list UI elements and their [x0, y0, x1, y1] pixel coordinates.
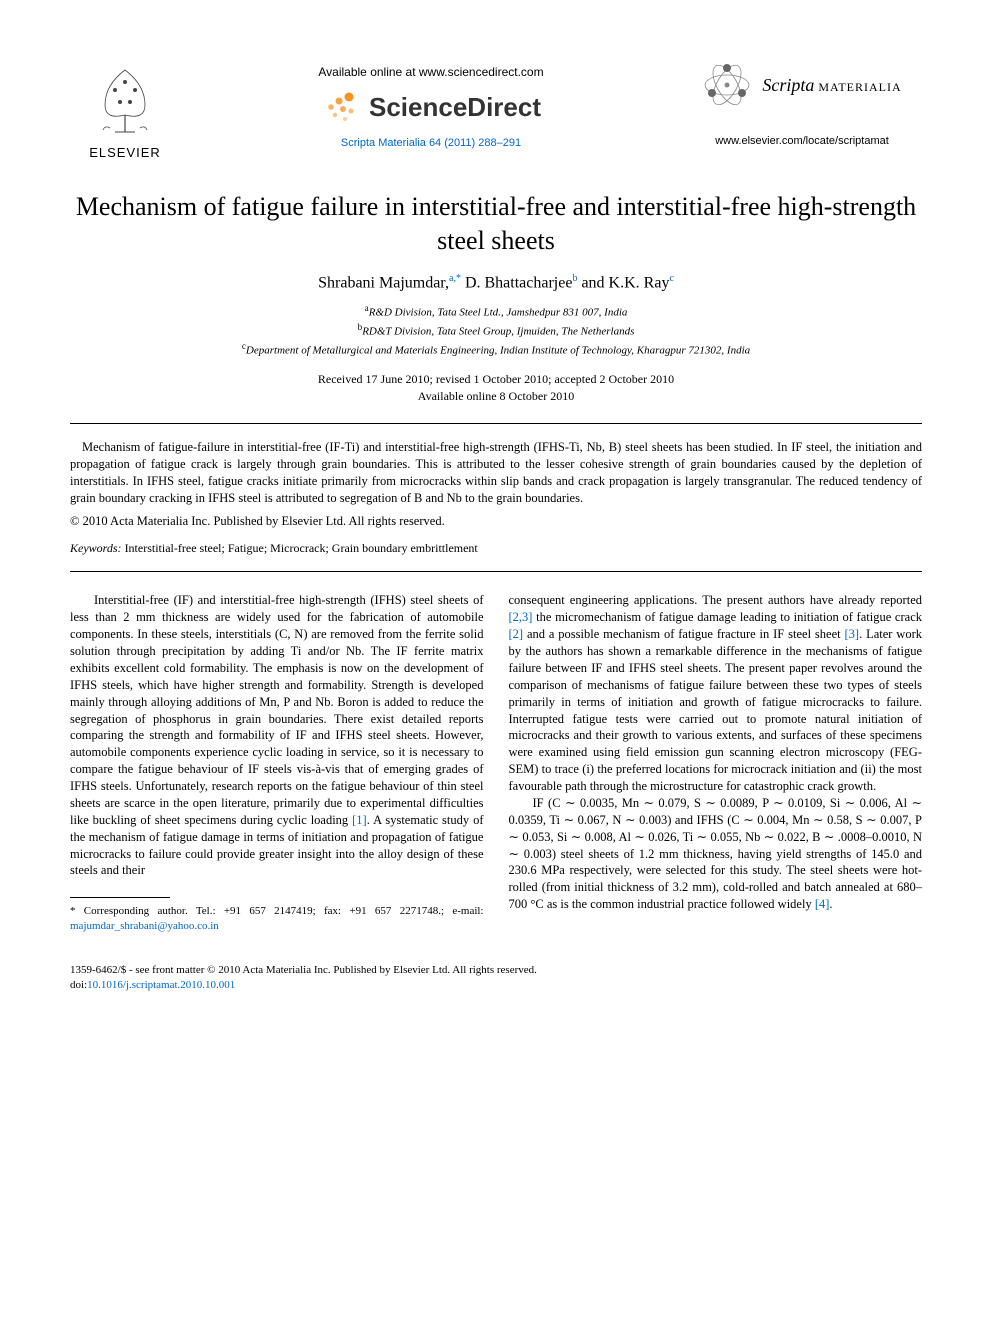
col2-p1d: . Later work by the authors has shown a … — [509, 627, 923, 793]
abstract-text: Mechanism of fatigue-failure in intersti… — [70, 439, 922, 507]
journal-logo-row: Scripta MATERIALIA — [682, 60, 922, 110]
divider-bottom — [70, 571, 922, 572]
author-1: Shrabani Majumdar, — [318, 274, 449, 291]
affiliations: aR&D Division, Tata Steel Ltd., Jamshedp… — [70, 302, 922, 359]
journal-url: www.elsevier.com/locate/scriptamat — [682, 135, 922, 147]
ref-23[interactable]: [2,3] — [509, 610, 533, 624]
abstract: Mechanism of fatigue-failure in intersti… — [70, 439, 922, 507]
journal-name-caps: MATERIALIA — [814, 80, 901, 94]
author-2: D. Bhattacharjee — [465, 274, 573, 291]
ref-1[interactable]: [1] — [352, 813, 367, 827]
keywords-label: Keywords: — [70, 541, 122, 555]
col1-p1a: Interstitial-free (IF) and interstitial-… — [70, 593, 484, 826]
dates-online: Available online 8 October 2010 — [70, 388, 922, 405]
elsevier-logo-block: ELSEVIER — [70, 60, 180, 160]
journal-network-icon — [702, 60, 752, 110]
col2-para2: IF (C ∼ 0.0035, Mn ∼ 0.079, S ∼ 0.0089, … — [509, 795, 923, 913]
col2-p1c: and a possible mechanism of fatigue frac… — [523, 627, 844, 641]
keywords-text: Interstitial-free steel; Fatigue; Microc… — [122, 541, 478, 555]
col2-p1b: the micromechanism of fatigue damage lea… — [532, 610, 922, 624]
dates-block: Received 17 June 2010; revised 1 October… — [70, 371, 922, 405]
col2-p2b: . — [829, 897, 832, 911]
elsevier-label: ELSEVIER — [70, 145, 180, 160]
footer-doi-line: doi:10.1016/j.scriptamat.2010.10.001 — [70, 978, 922, 993]
col2-p2a: IF (C ∼ 0.0035, Mn ∼ 0.079, S ∼ 0.0089, … — [509, 796, 923, 911]
journal-name: Scripta MATERIALIA — [762, 75, 901, 96]
article-title: Mechanism of fatigue failure in intersti… — [70, 190, 922, 258]
affiliation-b-text: RD&T Division, Tata Steel Group, Ijmuide… — [362, 326, 634, 338]
authors-line: Shrabani Majumdar,a,* D. Bhattacharjeeb … — [70, 273, 922, 292]
col2-para1: consequent engineering applications. The… — [509, 592, 923, 795]
divider-top — [70, 423, 922, 424]
sciencedirect-icon — [321, 87, 361, 127]
author-1-corresponding[interactable]: * — [456, 273, 461, 284]
doi-label: doi: — [70, 979, 87, 991]
column-right: consequent engineering applications. The… — [509, 592, 923, 932]
body-columns: Interstitial-free (IF) and interstitial-… — [70, 592, 922, 932]
corresponding-footnote: * Corresponding author. Tel.: +91 657 21… — [70, 904, 484, 933]
affiliation-b: bRD&T Division, Tata Steel Group, Ijmuid… — [70, 321, 922, 340]
header-row: ELSEVIER Available online at www.science… — [70, 60, 922, 160]
author-2-affil[interactable]: b — [572, 273, 577, 284]
footnote-text: Corresponding author. Tel.: +91 657 2147… — [76, 905, 484, 917]
ref-3[interactable]: [3] — [844, 627, 859, 641]
elsevier-tree-icon — [85, 60, 165, 140]
copyright-line: © 2010 Acta Materialia Inc. Published by… — [70, 514, 922, 529]
affiliation-a-text: R&D Division, Tata Steel Ltd., Jamshedpu… — [369, 307, 628, 319]
footer-copyright: 1359-6462/$ - see front matter © 2010 Ac… — [70, 963, 922, 978]
footnote-email[interactable]: majumdar_shrabani@yahoo.co.in — [70, 920, 219, 932]
citation-link[interactable]: Scripta Materialia 64 (2011) 288–291 — [180, 137, 682, 149]
ref-4[interactable]: [4] — [815, 897, 830, 911]
footnote-separator — [70, 897, 170, 898]
col2-p1a: consequent engineering applications. The… — [509, 593, 923, 607]
affiliation-c-text: Department of Metallurgical and Material… — [246, 345, 750, 357]
journal-block: Scripta MATERIALIA www.elsevier.com/loca… — [682, 60, 922, 147]
header-center: Available online at www.sciencedirect.co… — [180, 60, 682, 149]
col1-para1: Interstitial-free (IF) and interstitial-… — [70, 592, 484, 879]
sciencedirect-text: ScienceDirect — [369, 92, 541, 123]
footer: 1359-6462/$ - see front matter © 2010 Ac… — [70, 963, 922, 994]
affiliation-c: cDepartment of Metallurgical and Materia… — [70, 340, 922, 359]
author-3-affil[interactable]: c — [669, 273, 673, 284]
available-online-text: Available online at www.sciencedirect.co… — [180, 65, 682, 79]
keywords-line: Keywords: Interstitial-free steel; Fatig… — [70, 541, 922, 556]
author-3: and K.K. Ray — [581, 274, 669, 291]
column-left: Interstitial-free (IF) and interstitial-… — [70, 592, 484, 932]
journal-name-italic: Scripta — [762, 75, 814, 95]
dates-received: Received 17 June 2010; revised 1 October… — [70, 371, 922, 388]
author-1-affil[interactable]: a, — [449, 273, 456, 284]
affiliation-a: aR&D Division, Tata Steel Ltd., Jamshedp… — [70, 302, 922, 321]
sciencedirect-logo: ScienceDirect — [180, 87, 682, 127]
doi-link[interactable]: 10.1016/j.scriptamat.2010.10.001 — [87, 979, 235, 991]
ref-2[interactable]: [2] — [509, 627, 524, 641]
